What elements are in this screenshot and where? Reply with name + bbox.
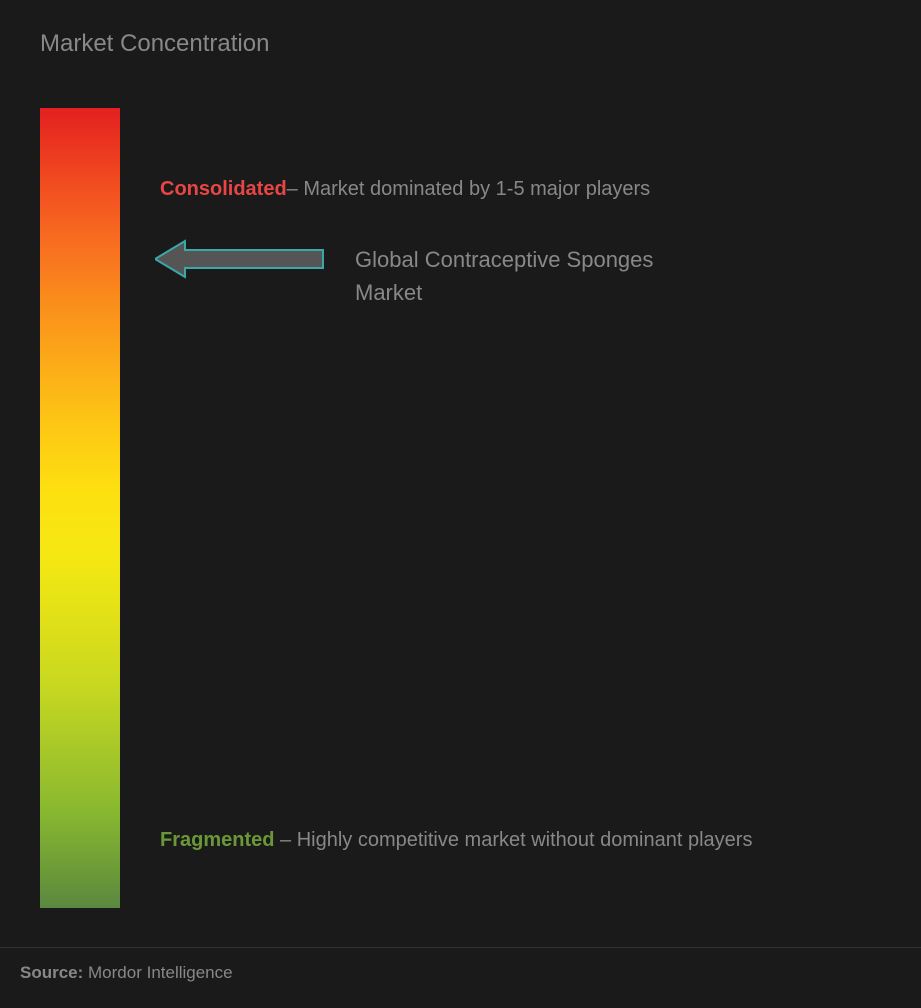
- chart-area: Consolidated– Market dominated by 1-5 ma…: [40, 108, 901, 928]
- divider-line: [0, 947, 921, 948]
- fragmented-label: Fragmented – Highly competitive market w…: [160, 818, 752, 862]
- fragmented-keyword: Fragmented: [160, 829, 274, 851]
- market-name-label: Global Contraceptive Sponges Market: [355, 243, 715, 309]
- chart-title: Market Concentration: [40, 30, 901, 58]
- concentration-gradient-bar: [40, 108, 120, 908]
- market-pointer: Global Contraceptive Sponges Market: [155, 238, 715, 309]
- fragmented-description: – Highly competitive market without domi…: [274, 829, 752, 851]
- source-attribution: Source: Mordor Intelligence: [20, 963, 233, 983]
- consolidated-description: – Market dominated by 1-5 major players: [287, 178, 651, 200]
- consolidated-label: Consolidated– Market dominated by 1-5 ma…: [160, 173, 650, 205]
- arrow-left-icon: [155, 238, 325, 280]
- consolidated-keyword: Consolidated: [160, 178, 287, 200]
- source-value: Mordor Intelligence: [83, 963, 232, 982]
- infographic-container: Market Concentration Consolidated– Marke…: [0, 0, 921, 1008]
- source-label: Source:: [20, 963, 83, 982]
